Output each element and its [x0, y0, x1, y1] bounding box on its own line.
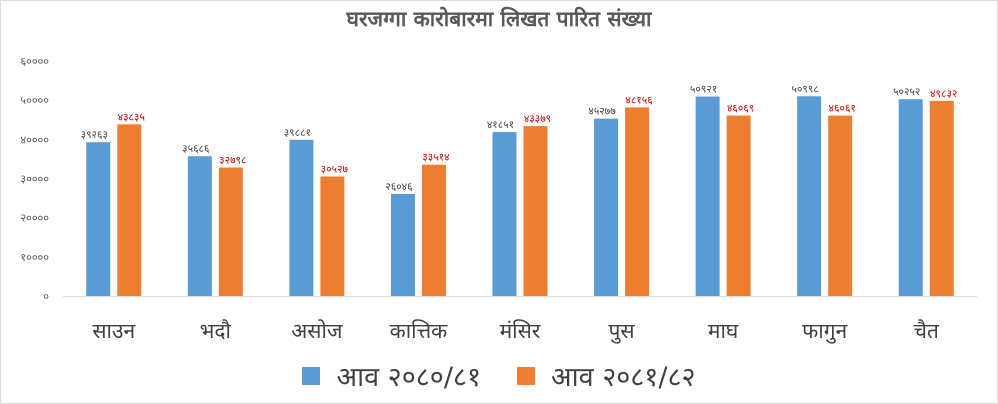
y-tick-label: ४०००० [20, 133, 49, 146]
bar-series-2 [828, 115, 853, 296]
legend-swatch-series-1 [302, 366, 321, 385]
legend-item-series-1: आव २०८०/८१ [302, 357, 481, 394]
y-tick-label: १०००० [20, 251, 49, 264]
x-tick-label: पुस [608, 319, 635, 344]
bar-series-1 [594, 118, 619, 296]
data-label-series-1: २६०४६ [385, 181, 412, 193]
x-tick-label: भदौ [200, 319, 232, 343]
data-label-series-1: ३९८८१ [284, 127, 311, 139]
data-label-series-1: ४१८५१ [487, 119, 514, 131]
data-label-series-1: ४५२७७ [588, 106, 616, 118]
legend-label-series-1: आव २०८०/८१ [336, 362, 481, 393]
data-label-series-2: ४६०६१ [829, 103, 856, 115]
x-tick-label: असोज [291, 319, 343, 343]
bar-series-2 [625, 107, 650, 296]
bar-series-1 [289, 139, 314, 296]
x-tick-label: फागुन [802, 319, 847, 344]
chart-title: घरजग्गा कारोबारमा लिखत पारित संख्या [346, 7, 652, 31]
x-tick-label: चैत [914, 319, 940, 343]
x-tick-label: माघ [708, 319, 739, 343]
bar-series-1 [797, 96, 822, 296]
data-label-series-2: ४३८३५ [118, 111, 145, 123]
data-label-series-2: ३२७९८ [219, 155, 246, 167]
legend-swatch-series-2 [517, 366, 535, 385]
bar-chart: ० १०००० २०००० ३०००० ४०००० ५०००० ६०००० ३९२६३ ४३८३… [20, 55, 977, 344]
data-label-series-2: ३३५१४ [422, 152, 449, 164]
bar-series-2 [117, 124, 142, 296]
data-label-series-2: ४८१५६ [625, 94, 652, 106]
bar-series-2 [929, 100, 954, 296]
data-label-series-1: ३५६८६ [182, 143, 209, 155]
y-tick-label: ३०००० [20, 173, 49, 186]
bar-series-1 [187, 156, 212, 296]
data-label-series-2: ४३३७९ [524, 113, 551, 125]
bar-series-2 [726, 115, 751, 296]
chart-legend: आव २०८०/८१ आव २०८१/८२ [1, 357, 997, 394]
y-tick-label: ० [43, 290, 49, 303]
data-label-series-2: ४९८३२ [930, 88, 957, 100]
y-tick-label: २०००० [20, 212, 49, 225]
data-label-series-1: ५०२५२ [893, 86, 920, 98]
data-label-series-1: ३९२६३ [81, 129, 108, 141]
x-tick-label: कात्तिक [390, 319, 449, 343]
bar-series-1 [898, 99, 923, 297]
bar-series-1 [695, 96, 720, 296]
bar-series-2 [320, 176, 345, 296]
legend-label-series-2: आव २०८१/८२ [551, 362, 696, 393]
data-label-series-2: ४६०६९ [727, 103, 754, 115]
bar-series-2 [218, 167, 243, 296]
data-label-series-1: ५०९२१ [690, 84, 717, 96]
bar-series-1 [390, 193, 415, 296]
y-tick-label: ६०००० [20, 55, 49, 68]
data-label-series-1: ५०९९८ [792, 83, 819, 95]
bar-series-2 [523, 126, 548, 297]
x-tick-label: साउन [92, 319, 135, 343]
bar-series-2 [421, 164, 446, 296]
data-label-series-2: ३०५२७ [321, 163, 349, 175]
bar-series-1 [86, 142, 111, 296]
bar-series-1 [492, 132, 517, 296]
legend-item-series-2: आव २०८१/८२ [517, 357, 696, 394]
x-tick-label: मंसिर [500, 319, 541, 343]
y-tick-label: ५०००० [20, 94, 49, 107]
